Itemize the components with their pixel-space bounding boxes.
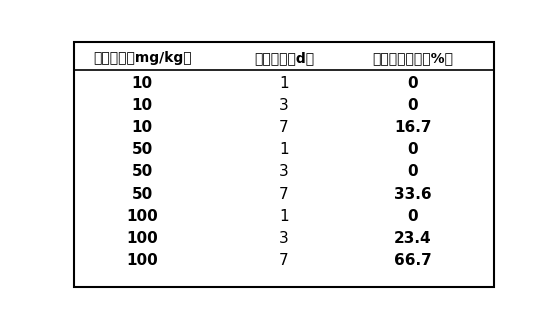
Text: 3: 3 [279,98,289,113]
Text: 66.7: 66.7 [394,253,432,268]
Text: 7: 7 [279,253,289,268]
Text: 7: 7 [279,187,289,201]
Text: 100: 100 [126,253,158,268]
Text: 1: 1 [279,76,289,91]
Text: 50: 50 [132,187,153,201]
Text: 培养时间（d）: 培养时间（d） [254,51,314,65]
Text: 50: 50 [132,164,153,180]
Text: 33.6: 33.6 [394,187,432,201]
Text: 16.7: 16.7 [394,120,432,135]
Text: 23.4: 23.4 [394,231,432,246]
Text: 0: 0 [407,209,418,224]
Text: 10: 10 [132,120,153,135]
Text: 0: 0 [407,98,418,113]
Text: 农药浓度（mg/kg）: 农药浓度（mg/kg） [93,51,192,65]
Text: 微生物降解率（%）: 微生物降解率（%） [372,51,453,65]
Text: 3: 3 [279,164,289,180]
Text: 100: 100 [126,231,158,246]
Text: 0: 0 [407,142,418,157]
Text: 3: 3 [279,231,289,246]
Text: 1: 1 [279,209,289,224]
Text: 0: 0 [407,76,418,91]
Text: 0: 0 [407,164,418,180]
Text: 50: 50 [132,142,153,157]
Text: 7: 7 [279,120,289,135]
Text: 10: 10 [132,76,153,91]
Text: 1: 1 [279,142,289,157]
Text: 100: 100 [126,209,158,224]
Text: 10: 10 [132,98,153,113]
